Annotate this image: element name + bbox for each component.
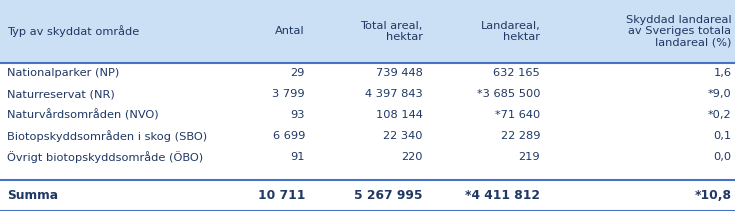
Bar: [0, 63, 735, 167]
Text: Summa: Summa: [7, 189, 59, 202]
Text: Skyddad landareal
av Sveriges totala
landareal (%): Skyddad landareal av Sveriges totala lan…: [625, 15, 731, 48]
Text: *0,2: *0,2: [708, 110, 731, 120]
Text: 0,1: 0,1: [713, 131, 731, 141]
Text: 4 397 843: 4 397 843: [365, 89, 423, 99]
Text: 220: 220: [401, 152, 423, 162]
Text: Landareal,
hektar: Landareal, hektar: [481, 20, 540, 42]
Text: *10,8: *10,8: [695, 189, 731, 202]
Text: 10 711: 10 711: [258, 189, 305, 202]
Text: Övrigt biotopskyddsområde (ÖBO): Övrigt biotopskyddsområde (ÖBO): [7, 151, 204, 163]
Bar: [0, 180, 735, 211]
Text: *3 685 500: *3 685 500: [477, 89, 540, 99]
Text: 91: 91: [290, 152, 305, 162]
Text: 22 340: 22 340: [383, 131, 423, 141]
Text: Naturvårdsområden (NVO): Naturvårdsområden (NVO): [7, 109, 159, 121]
Text: 3 799: 3 799: [273, 89, 305, 99]
Text: *71 640: *71 640: [495, 110, 540, 120]
Bar: [0, 167, 735, 180]
Text: 29: 29: [290, 68, 305, 78]
Text: 22 289: 22 289: [501, 131, 540, 141]
Text: 632 165: 632 165: [493, 68, 540, 78]
Text: 6 699: 6 699: [273, 131, 305, 141]
Text: 1,6: 1,6: [714, 68, 731, 78]
Text: *9,0: *9,0: [708, 89, 731, 99]
Text: Total areal,
hektar: Total areal, hektar: [360, 20, 423, 42]
Text: 0,0: 0,0: [713, 152, 731, 162]
Text: Typ av skyddat område: Typ av skyddat område: [7, 25, 140, 37]
Text: *4 411 812: *4 411 812: [465, 189, 540, 202]
Text: Biotopskyddsområden i skog (SBO): Biotopskyddsområden i skog (SBO): [7, 130, 207, 142]
Text: 108 144: 108 144: [376, 110, 423, 120]
Text: 93: 93: [290, 110, 305, 120]
Text: 739 448: 739 448: [376, 68, 423, 78]
Text: Nationalparker (NP): Nationalparker (NP): [7, 68, 120, 78]
Text: Naturreservat (NR): Naturreservat (NR): [7, 89, 115, 99]
Text: 5 267 995: 5 267 995: [354, 189, 423, 202]
Bar: [0, 0, 735, 63]
Text: 219: 219: [519, 152, 540, 162]
Text: Antal: Antal: [276, 26, 305, 36]
